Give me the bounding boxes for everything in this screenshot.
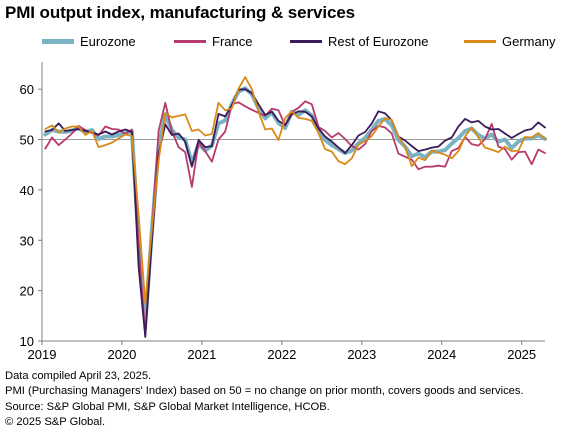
legend-swatch-france [174, 39, 206, 43]
series-line-rest-of-eurozone [44, 88, 546, 338]
x-tick-label-2020: 2020 [107, 347, 136, 362]
legend-item-rest-of-eurozone: Rest of Eurozone [290, 32, 428, 50]
x-tick-label-2021: 2021 [187, 347, 216, 362]
x-tick-label-2024: 2024 [427, 347, 456, 362]
legend-swatch-eurozone [42, 38, 74, 44]
series-line-eurozone [43, 86, 547, 325]
y-tick-label-20: 20 [20, 284, 34, 299]
y-tick-label-60: 60 [20, 82, 34, 97]
legend-item-germany: Germany [464, 32, 555, 50]
x-tick-label-2025: 2025 [507, 347, 536, 362]
x-tick-label-2019: 2019 [28, 347, 57, 362]
series-line-germany [44, 76, 546, 305]
footnote-source: Source: S&P Global PMI, S&P Global Marke… [5, 400, 330, 413]
chart-title: PMI output index, manufacturing & servic… [5, 3, 356, 22]
legend-item-eurozone: Eurozone [42, 32, 136, 50]
x-tick-label-2023: 2023 [347, 347, 376, 362]
legend-label-france: France [212, 33, 253, 49]
legend-label-germany: Germany [502, 33, 556, 49]
footnote-pmi-definition: PMI (Purchasing Managers' Index) based o… [5, 385, 524, 398]
legend-item-france: France [174, 32, 252, 50]
footnote-data-compiled: Data compiled April 23, 2025. [5, 370, 152, 382]
legend-swatch-rest-of-eurozone [290, 39, 322, 43]
y-tick-label-10: 10 [20, 334, 34, 349]
chart-legend: Eurozone France Rest of Eurozone Germany [0, 32, 561, 52]
legend-swatch-germany [464, 39, 496, 43]
x-tick-label-2022: 2022 [267, 347, 296, 362]
footnote-copyright: © 2025 S&P Global. [5, 416, 106, 429]
footnotes: Data compiled April 23, 2025. PMI (Purch… [5, 369, 524, 431]
legend-label-rest-of-eurozone: Rest of Eurozone [328, 33, 429, 49]
y-tick-label-40: 40 [20, 183, 34, 198]
legend-label-eurozone: Eurozone [80, 33, 136, 49]
y-tick-label-50: 50 [20, 133, 34, 148]
y-tick-label-30: 30 [20, 233, 34, 248]
